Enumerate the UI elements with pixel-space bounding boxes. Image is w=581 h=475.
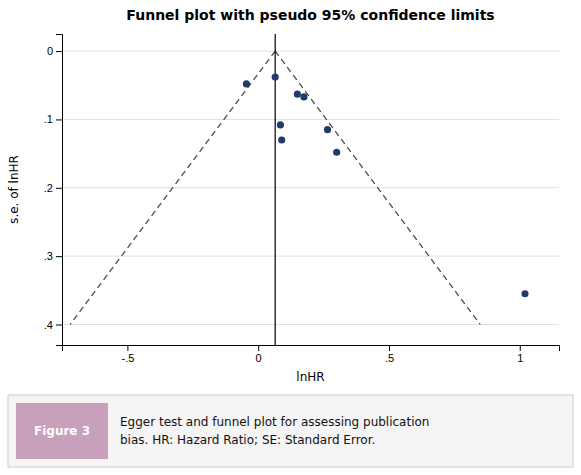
- axis-line: [63, 346, 560, 352]
- tick: 1: [517, 345, 523, 364]
- tick-label: .5: [385, 352, 394, 364]
- plot: -.5 0 .5 1 0 .1 .2 .3 .4: [44, 34, 560, 364]
- y-axis-title: s.e. of lnHR: [7, 155, 21, 224]
- caption-label: Figure 3: [34, 424, 90, 438]
- tick-label: 0: [256, 352, 262, 364]
- caption-text: Egger test and funnel plot for assessing…: [120, 415, 429, 447]
- point: [278, 136, 285, 143]
- tick-label: .3: [44, 250, 53, 262]
- point: [300, 93, 307, 100]
- tick-mark: [258, 345, 259, 351]
- tick-mark: [56, 51, 62, 52]
- point: [333, 149, 340, 156]
- tick: .1: [44, 113, 62, 125]
- tick-label: 1: [517, 352, 523, 364]
- tick: -.5: [121, 345, 134, 364]
- grid-line: [62, 187, 559, 188]
- tick-label: .1: [44, 113, 53, 125]
- grid-line: [62, 256, 559, 257]
- point: [324, 126, 331, 133]
- tick: 0: [256, 345, 262, 364]
- tick-label: .4: [44, 319, 53, 331]
- point: [272, 73, 279, 80]
- tick-label: .2: [44, 182, 53, 194]
- tick: .3: [44, 250, 62, 262]
- tick-mark: [56, 256, 62, 257]
- chart: -.5 0 .5 1 0 .1 .2 .3 .4 Funnel plot with pseudo …: [0, 0, 581, 475]
- caption-label-box: [16, 403, 108, 459]
- tick: .5: [385, 345, 394, 364]
- tick-mark: [389, 345, 390, 351]
- grid-line: [62, 119, 559, 120]
- tick-mark: [56, 324, 62, 325]
- confidence-limit: [70, 51, 275, 324]
- axis-line: [56, 35, 63, 346]
- grid: [62, 51, 559, 324]
- confidence-limit: [275, 51, 480, 324]
- tick: 0: [47, 45, 62, 57]
- tick: .2: [44, 182, 62, 194]
- point: [521, 290, 528, 297]
- title: Funnel plot with pseudo 95% confidence l…: [126, 7, 494, 23]
- grid-line: [62, 324, 559, 325]
- point: [294, 91, 301, 98]
- x-axis-title: lnHR: [296, 370, 324, 384]
- tick-mark: [127, 345, 128, 351]
- point: [277, 121, 284, 128]
- tick-mark: [520, 345, 521, 351]
- caption: Figure 3 Egger test and funnel plot for a…: [8, 395, 573, 467]
- data-marks: [70, 34, 528, 345]
- reference-line: [275, 34, 276, 345]
- grid-line: [62, 51, 559, 52]
- caption-box: [8, 395, 573, 467]
- tick-label: 0: [47, 45, 53, 57]
- x-axis: -.5 0 .5 1: [63, 345, 560, 364]
- tick: .4: [44, 319, 62, 331]
- tick-mark: [56, 119, 62, 120]
- y-axis: 0 .1 .2 .3 .4: [44, 35, 63, 346]
- tick-mark: [56, 188, 62, 189]
- tick-label: -.5: [121, 352, 134, 364]
- point: [243, 80, 250, 87]
